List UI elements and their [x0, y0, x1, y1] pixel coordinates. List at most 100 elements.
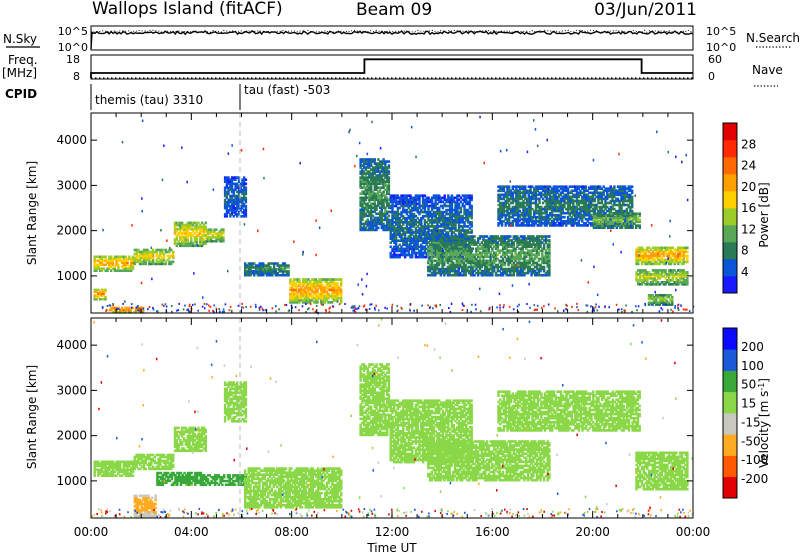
- heatmap-cell: [340, 298, 343, 302]
- heatmap-cell: [407, 253, 410, 257]
- heatmap-cell: [427, 223, 430, 226]
- heatmap-cell: [364, 166, 368, 169]
- heatmap-cell: [329, 288, 332, 292]
- heatmap-cell: [425, 204, 428, 208]
- heatmap-cell: [489, 273, 492, 277]
- heatmap-cell: [291, 280, 294, 283]
- heatmap-cell: [535, 235, 539, 238]
- heatmap-cell: [135, 260, 138, 264]
- heatmap-cell: [503, 267, 507, 271]
- heatmap-cell: [464, 237, 467, 240]
- heatmap-cell: [496, 265, 499, 269]
- heatmap-cell: [232, 192, 235, 196]
- heatmap-cell: [336, 282, 339, 285]
- heatmap-cell: [386, 198, 389, 202]
- heatmap-cell: [387, 160, 391, 163]
- heatmap-cell: [366, 214, 369, 218]
- heatmap-cell: [157, 248, 160, 252]
- heatmap-cell: [318, 284, 321, 288]
- heatmap-cell: [487, 255, 491, 259]
- heatmap-cell: [461, 221, 464, 224]
- heatmap-cell: [144, 252, 147, 256]
- heatmap-cell: [496, 253, 499, 257]
- heatmap-cell: [382, 218, 385, 222]
- heatmap-cell: [396, 200, 400, 204]
- heatmap-cell: [445, 212, 448, 216]
- heatmap-cell: [446, 241, 450, 244]
- heatmap-cell: [309, 288, 312, 292]
- heatmap-cell: [468, 198, 472, 202]
- heatmap-cell: [471, 267, 474, 271]
- heatmap-cell: [148, 252, 151, 256]
- heatmap-cell: [445, 210, 448, 214]
- heatmap-cell: [398, 198, 401, 202]
- heatmap-cell: [427, 233, 430, 236]
- heatmap-cell: [236, 176, 239, 179]
- heatmap-cell: [175, 227, 178, 231]
- heatmap-cell: [161, 262, 164, 266]
- heatmap-cell: [491, 269, 494, 273]
- heatmap-cell: [380, 192, 383, 195]
- heatmap-cell: [265, 274, 269, 277]
- heatmap-cell: [370, 158, 373, 161]
- heatmap-cell: [457, 229, 461, 232]
- heatmap-cell: [285, 270, 288, 273]
- heatmap-cell: [109, 255, 113, 259]
- heatmap-cell: [428, 235, 432, 238]
- heatmap-cell: [403, 208, 407, 212]
- heatmap-cell: [332, 288, 336, 292]
- heatmap-cell: [480, 245, 483, 248]
- heatmap-cell: [239, 208, 242, 212]
- heatmap-cell: [321, 290, 325, 294]
- heatmap-cell: [480, 251, 483, 255]
- heatmap-cell: [475, 259, 478, 263]
- heatmap-cell: [398, 235, 401, 238]
- heatmap-cell: [510, 263, 514, 267]
- heatmap-cell: [122, 263, 126, 267]
- heatmap-cell: [267, 266, 270, 269]
- heatmap-cell: [438, 229, 441, 232]
- heatmap-cell: [448, 219, 452, 222]
- heatmap-cell: [434, 210, 437, 214]
- heatmap-cell: [366, 158, 369, 161]
- heatmap-cell: [184, 242, 187, 245]
- heatmap-cell: [362, 222, 366, 226]
- heatmap-cell: [241, 200, 244, 204]
- heatmap-cell: [487, 247, 491, 250]
- heatmap-cell: [542, 269, 546, 273]
- heatmap-cell: [283, 264, 287, 267]
- heatmap-cell: [309, 301, 312, 304]
- heatmap-cell: [373, 168, 376, 171]
- heatmap-cell: [300, 288, 303, 292]
- heatmap-cell: [368, 226, 371, 230]
- heatmap-cell: [249, 264, 252, 267]
- heatmap-cell: [412, 208, 416, 212]
- heatmap-cell: [514, 251, 517, 255]
- heatmap-cell: [131, 265, 135, 268]
- heatmap-cell: [505, 273, 508, 277]
- heatmap-cell: [454, 216, 457, 220]
- heatmap-cell: [239, 198, 242, 202]
- heatmap-cell: [370, 212, 373, 216]
- heatmap-cell: [239, 188, 242, 192]
- heatmap-cell: [414, 255, 418, 259]
- heatmap-cell: [387, 176, 391, 179]
- heatmap-cell: [361, 208, 364, 212]
- heatmap-cell: [430, 239, 434, 242]
- heatmap-cell: [137, 254, 140, 258]
- heatmap-cell: [97, 294, 100, 297]
- heatmap-cell: [462, 263, 466, 267]
- heatmap-cell: [439, 251, 442, 255]
- heatmap-cell: [380, 216, 383, 220]
- heatmap-cell: [274, 272, 278, 275]
- heatmap-cell: [243, 184, 246, 188]
- heatmap-cell: [377, 218, 380, 222]
- heatmap-cell: [336, 284, 339, 288]
- heatmap-cell: [412, 196, 416, 200]
- heatmap-cell: [470, 194, 473, 197]
- heatmap-cell: [480, 263, 483, 267]
- heatmap-cell: [407, 251, 410, 255]
- heatmap-cell: [327, 286, 330, 290]
- heatmap-cell: [450, 263, 453, 267]
- heatmap-cell: [93, 255, 96, 259]
